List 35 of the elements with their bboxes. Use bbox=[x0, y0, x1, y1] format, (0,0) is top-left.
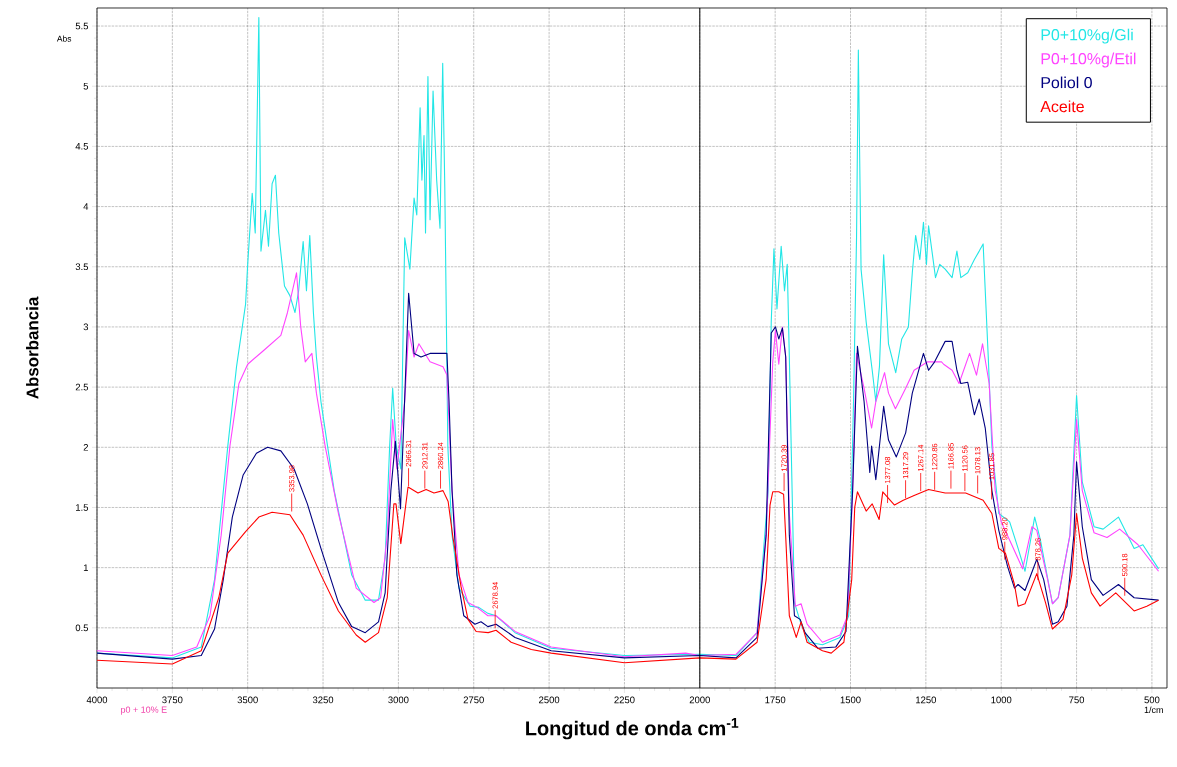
y-axis-title: Absorbancia bbox=[26, 296, 39, 399]
y-tick-label: 1 bbox=[83, 564, 88, 571]
y-tick-label: 3 bbox=[83, 323, 89, 331]
y-tick-label: 5 bbox=[83, 82, 89, 90]
text: Abs bbox=[56, 35, 72, 42]
x-tick-label: 750 bbox=[1069, 696, 1085, 704]
x-tick-label: 500 bbox=[1144, 696, 1160, 704]
x-tick-label: 1250 bbox=[916, 696, 937, 704]
x-tick-label: 2000 bbox=[689, 696, 710, 704]
y-tick-label: 5.5 bbox=[75, 22, 89, 30]
x-axis-title: Longitud de onda cm$^{-1}$ bbox=[526, 718, 739, 740]
x-tick-label: 4000 bbox=[86, 696, 108, 704]
x-tick-label: 1000 bbox=[991, 696, 1012, 704]
text: Aceite bbox=[1040, 100, 1084, 113]
x-tick-label: 3750 bbox=[162, 696, 183, 704]
y-tick-label: 4 bbox=[83, 203, 89, 210]
text: P0+10%g/Gli bbox=[1041, 28, 1133, 44]
x-tick-label: 2750 bbox=[463, 696, 484, 704]
text: Poliol 0 bbox=[1041, 76, 1092, 89]
y-tick-label: 4.5 bbox=[75, 143, 89, 150]
x-tick-label: 1750 bbox=[765, 696, 786, 704]
x-tick-label: 2500 bbox=[539, 696, 560, 704]
text: p0 + 10% E bbox=[121, 706, 167, 715]
text: 1/cm bbox=[1144, 706, 1163, 714]
x-tick-label: 2250 bbox=[614, 696, 635, 704]
x-tick-label: 3000 bbox=[388, 696, 409, 704]
x-tick-label: 3250 bbox=[312, 696, 334, 704]
y-tick-label: 0.5 bbox=[75, 624, 89, 632]
y-tick-label: 2.5 bbox=[75, 383, 89, 391]
text: P0+10%g/Etil bbox=[1041, 52, 1136, 68]
x-tick-label: 1500 bbox=[840, 696, 861, 704]
x-tick-label: 3500 bbox=[237, 696, 258, 704]
y-tick-label: 2 bbox=[83, 443, 88, 451]
y-tick-label: 3.5 bbox=[75, 263, 89, 271]
y-tick-label: 1.5 bbox=[76, 504, 89, 511]
